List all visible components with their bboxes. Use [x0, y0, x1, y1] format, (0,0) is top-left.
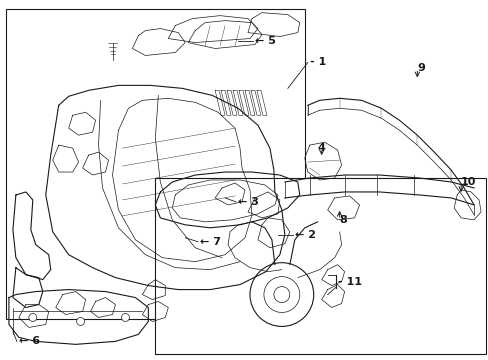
Circle shape — [249, 263, 313, 327]
Circle shape — [77, 318, 84, 325]
Circle shape — [264, 276, 299, 312]
Text: 9: 9 — [416, 63, 425, 73]
Text: 4: 4 — [317, 143, 325, 153]
Bar — [155, 178, 485, 354]
Circle shape — [121, 314, 129, 321]
Text: ← 5: ← 5 — [254, 36, 275, 46]
Text: 10: 10 — [460, 177, 476, 187]
Bar — [6, 9, 304, 319]
Text: 8: 8 — [339, 215, 346, 225]
Text: - 1: - 1 — [309, 58, 325, 67]
Text: ← 2: ← 2 — [294, 230, 315, 240]
Text: ← 7: ← 7 — [200, 237, 221, 247]
Circle shape — [29, 314, 37, 321]
Text: - 11: - 11 — [337, 276, 361, 287]
Text: ← 6: ← 6 — [19, 336, 40, 346]
Circle shape — [273, 287, 289, 302]
Text: ← 3: ← 3 — [238, 197, 258, 207]
